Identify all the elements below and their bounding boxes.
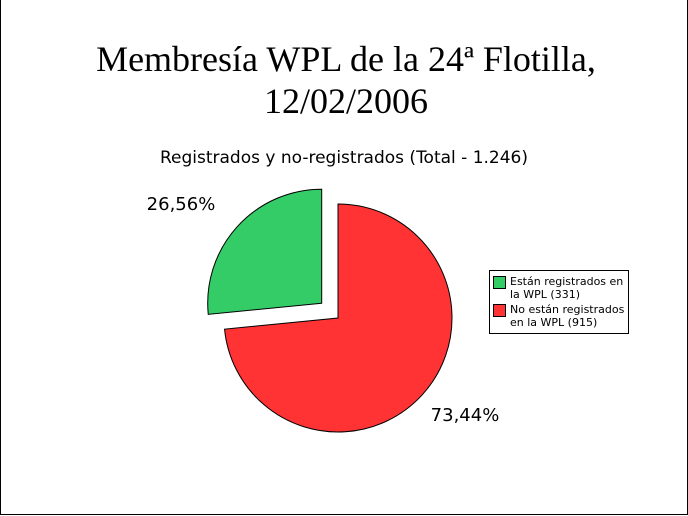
- legend-label: No están registrados en la WPL (915): [510, 303, 625, 329]
- legend-swatch: [493, 276, 506, 289]
- chart-title: Membresía WPL de la 24ª Flotilla, 12/02/…: [96, 39, 596, 121]
- chart-subtitle: Registrados y no-registrados (Total - 1.…: [159, 148, 529, 168]
- legend-label: Están registrados en la WPL (331): [510, 275, 624, 301]
- legend-item: Están registrados en la WPL (331): [493, 275, 625, 301]
- value-label: 26,56%: [147, 194, 216, 215]
- legend: Están registrados en la WPL (331) No está…: [489, 270, 629, 334]
- value-label: 73,44%: [431, 405, 500, 426]
- legend-swatch: [493, 304, 506, 317]
- pie-slice: [207, 188, 323, 315]
- pie-slice: [223, 203, 453, 433]
- legend-item: No están registrados en la WPL (915): [493, 303, 625, 329]
